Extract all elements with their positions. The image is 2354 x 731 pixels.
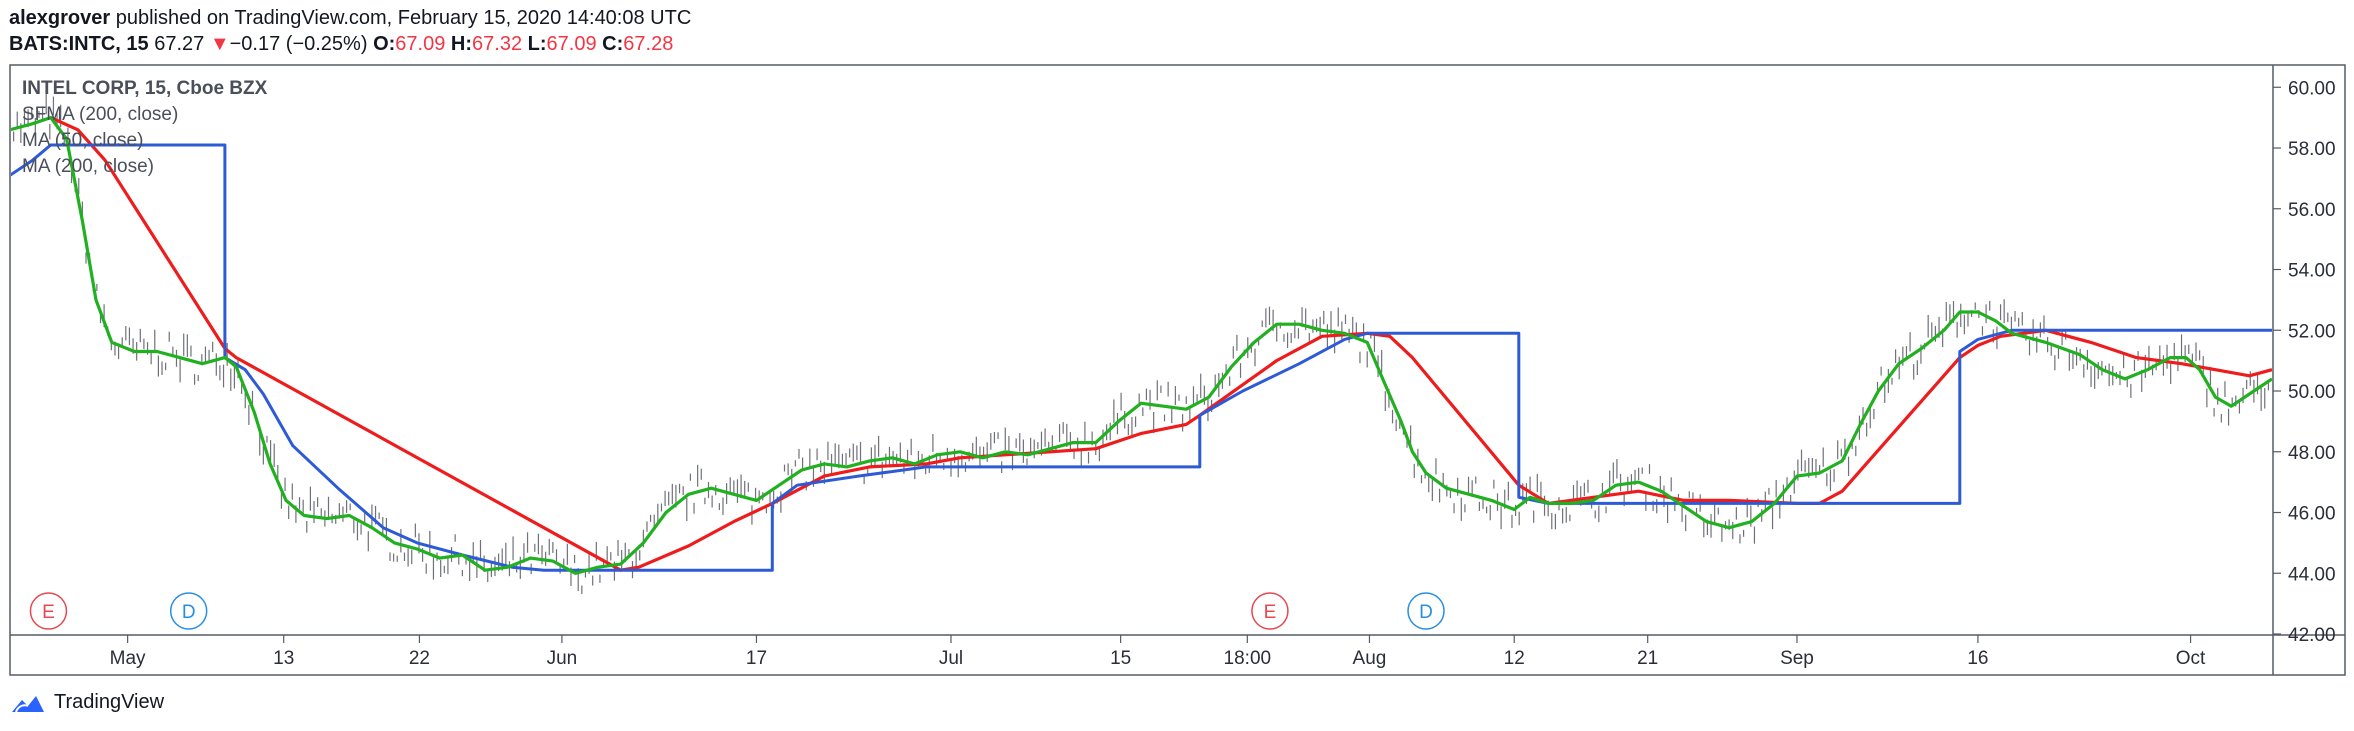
y-tick-label: 58.00 [2288,139,2336,160]
chart-header: alexgrover published on TradingView.com,… [9,5,691,57]
open-value: 67.09 [395,33,446,55]
legend-item-sfma[interactable]: SFMA (200, close) [22,104,179,125]
x-tick-label: 22 [409,648,430,669]
publish-info: published on TradingView.com, February 1… [115,7,692,29]
chart-frame [9,64,2346,676]
high-label: H: [450,33,473,55]
y-tick-label: 56.00 [2288,200,2336,221]
x-tick-label: 13 [273,648,294,669]
x-tick-label: Jul [939,648,963,669]
footer: TradingView [10,691,164,714]
x-tick-label: 12 [1504,648,1525,669]
x-tick-label: Oct [2176,648,2206,669]
x-tick-label: Sep [1780,648,1814,669]
high-value: 67.32 [472,33,523,55]
legend-title[interactable]: INTEL CORP, 15, Cboe BZX [22,78,268,99]
x-tick-label: Jun [547,648,578,669]
publish-line: alexgrover published on TradingView.com,… [9,5,691,31]
y-tick-label: 54.00 [2288,261,2336,282]
author-name[interactable]: alexgrover [9,7,111,29]
dividend-marker[interactable]: D [169,592,208,630]
close-label: C: [602,33,624,55]
y-tick-label: 60.00 [2288,78,2336,99]
open-label: O: [373,33,396,55]
x-tick-label: 18:00 [1224,648,1272,669]
time-axis[interactable]: May 13 22 Jun 17 Jul 15 18:00 Aug 12 21 Sep 16 Oct [110,635,2206,669]
series-line-sfma[interactable] [10,143,2272,572]
x-tick-label: Aug [1353,648,1387,669]
series-line-ma[interactable] [10,116,2272,575]
earnings-marker[interactable]: E [29,592,68,630]
x-tick-label: 21 [1637,648,1658,669]
legend-item-ma50[interactable]: MA (50, close) [22,130,144,151]
y-tick-label: 44.00 [2288,564,2336,585]
y-tick-label: 48.00 [2288,443,2336,464]
low-label: L: [527,33,547,55]
svg-text:D: D [182,602,196,623]
dividend-marker[interactable]: D [1407,592,1445,630]
indicator-legend: INTEL CORP, 15, Cboe BZX SFMA (200, clos… [22,76,267,180]
tradingview-brand[interactable]: TradingView [54,691,165,713]
symbol-label: BATS:INTC, 15 [9,33,149,55]
y-tick-label: 42.00 [2288,625,2336,646]
earnings-marker[interactable]: E [1251,592,1289,630]
close-value: 67.28 [623,33,674,55]
x-tick-label: 17 [746,648,767,669]
svg-text:D: D [1419,602,1433,623]
x-tick-label: May [110,648,146,669]
quote-line: BATS:INTC, 15 67.27 ▼−0.17 (−0.25%) O:67… [9,31,691,57]
price-change: −0.17 (−0.25%) [229,33,368,55]
tradingview-logo-icon [12,695,44,712]
legend-item-ma200[interactable]: MA (200, close) [22,156,154,177]
indicator-lines [10,116,2272,575]
x-tick-label: 16 [1967,648,1988,669]
x-tick-label: 15 [1110,648,1131,669]
last-price: 67.27 [154,33,205,55]
svg-text:E: E [1264,602,1277,623]
y-tick-label: 52.00 [2288,321,2336,342]
svg-text:E: E [42,602,55,623]
y-tick-label: 50.00 [2288,382,2336,403]
low-value: 67.09 [546,33,597,55]
y-tick-label: 46.00 [2288,504,2336,525]
price-axis[interactable]: 42.00 44.00 46.00 48.00 50.00 52.00 54.00 56.00… [2273,78,2336,646]
down-arrow-icon: ▼ [209,33,230,55]
